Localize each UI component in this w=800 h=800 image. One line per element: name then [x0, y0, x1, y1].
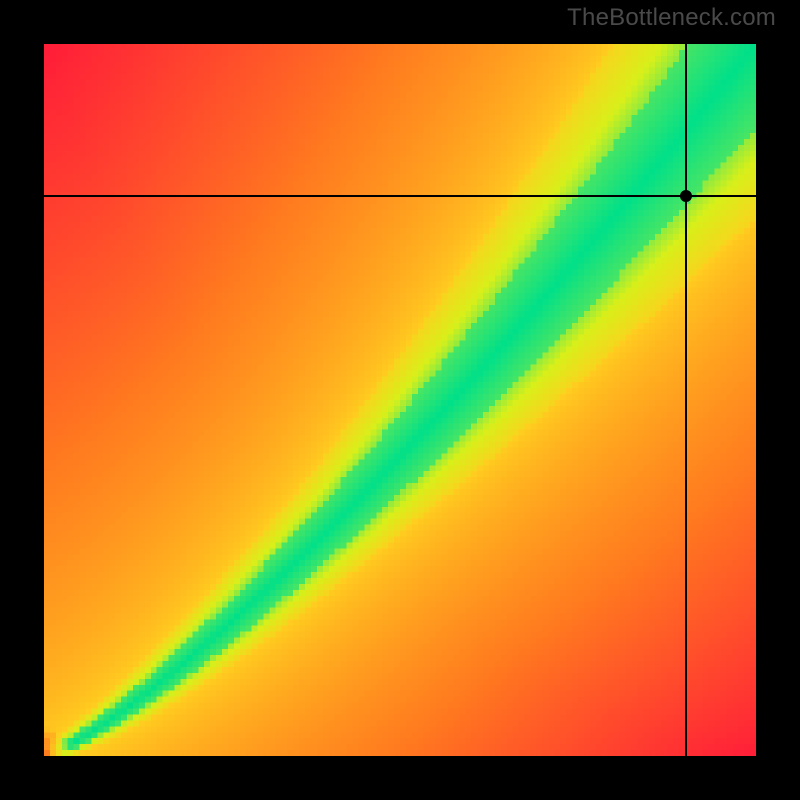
crosshair-marker — [680, 190, 692, 202]
crosshair-vertical — [685, 0, 687, 800]
watermark-text: TheBottleneck.com — [567, 4, 776, 32]
plot-area — [44, 44, 756, 756]
chart-container: TheBottleneck.com — [0, 0, 800, 800]
heatmap-canvas — [44, 44, 756, 756]
